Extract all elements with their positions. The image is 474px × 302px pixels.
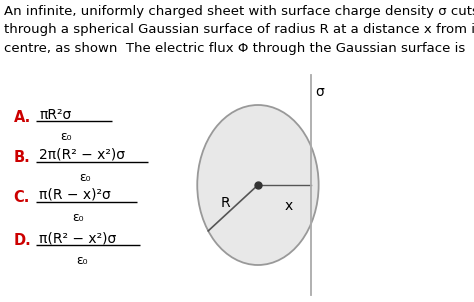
Text: D.: D. bbox=[14, 233, 31, 248]
Text: ε₀: ε₀ bbox=[80, 171, 91, 184]
Circle shape bbox=[197, 105, 319, 265]
Text: ε₀: ε₀ bbox=[76, 254, 87, 267]
Text: C.: C. bbox=[14, 190, 30, 205]
Text: σ: σ bbox=[315, 85, 324, 99]
Text: B.: B. bbox=[14, 150, 30, 165]
Text: x: x bbox=[284, 199, 292, 213]
Text: π(R² − x²)σ: π(R² − x²)σ bbox=[39, 231, 117, 245]
Text: ε₀: ε₀ bbox=[61, 130, 72, 143]
Text: A.: A. bbox=[14, 110, 31, 125]
Text: R: R bbox=[221, 196, 230, 210]
Text: π(R − x)²σ: π(R − x)²σ bbox=[39, 188, 111, 202]
Text: 2π(R² − x²)σ: 2π(R² − x²)σ bbox=[39, 148, 126, 162]
Text: An infinite, uniformly charged sheet with surface charge density σ cuts
through : An infinite, uniformly charged sheet wit… bbox=[4, 5, 474, 55]
Text: πR²σ: πR²σ bbox=[39, 108, 72, 122]
Text: ε₀: ε₀ bbox=[72, 211, 83, 224]
